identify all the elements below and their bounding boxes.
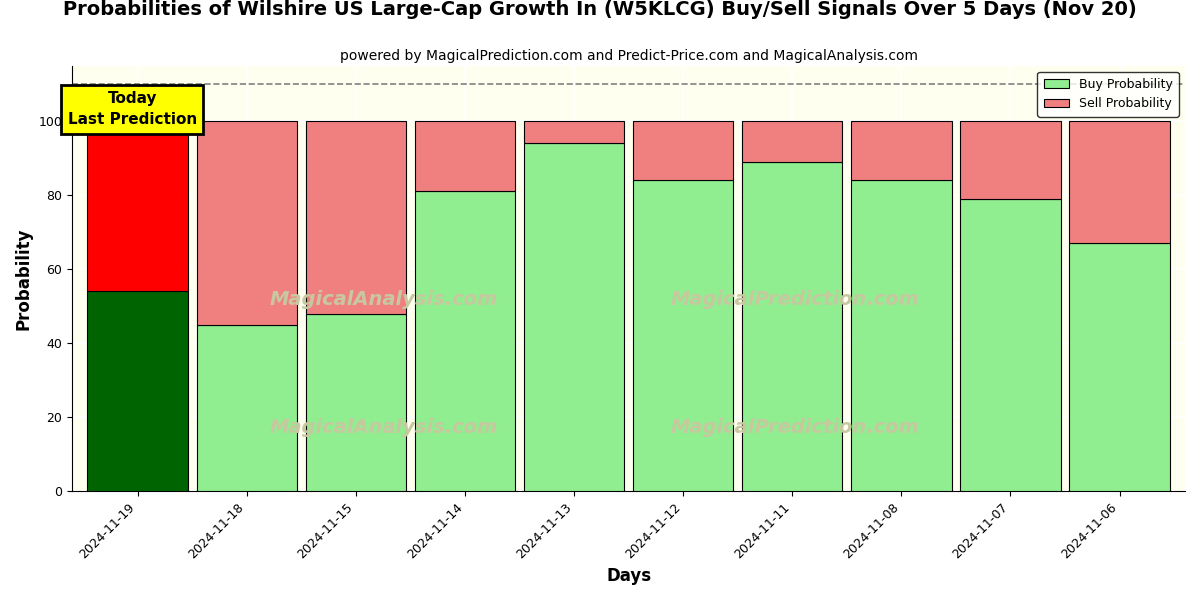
Bar [742, 162, 842, 491]
Bar [1069, 243, 1170, 491]
Bar [632, 181, 733, 491]
Text: MagicalAnalysis.com: MagicalAnalysis.com [270, 290, 498, 309]
Bar [960, 199, 1061, 491]
Bar [524, 121, 624, 143]
Bar [306, 314, 406, 491]
Bar [88, 121, 188, 292]
Bar [415, 121, 515, 191]
Bar [960, 121, 1061, 199]
Bar [88, 292, 188, 491]
Y-axis label: Probability: Probability [16, 227, 34, 330]
X-axis label: Days: Days [606, 567, 652, 585]
Bar [851, 181, 952, 491]
Bar [306, 121, 406, 314]
Legend: Buy Probability, Sell Probability: Buy Probability, Sell Probability [1037, 72, 1178, 116]
Text: MagicalPrediction.com: MagicalPrediction.com [671, 290, 920, 309]
Text: MagicalPrediction.com: MagicalPrediction.com [671, 418, 920, 437]
Bar [197, 325, 296, 491]
Bar [524, 143, 624, 491]
Bar [632, 121, 733, 181]
Text: Probabilities of Wilshire US Large-Cap Growth In (W5KLCG) Buy/Sell Signals Over : Probabilities of Wilshire US Large-Cap G… [64, 0, 1136, 19]
Bar [742, 121, 842, 162]
Bar [415, 191, 515, 491]
Title: powered by MagicalPrediction.com and Predict-Price.com and MagicalAnalysis.com: powered by MagicalPrediction.com and Pre… [340, 49, 918, 63]
Bar [197, 121, 296, 325]
Bar [1069, 121, 1170, 243]
Text: MagicalAnalysis.com: MagicalAnalysis.com [270, 418, 498, 437]
Bar [851, 121, 952, 181]
Text: Today
Last Prediction: Today Last Prediction [67, 91, 197, 127]
